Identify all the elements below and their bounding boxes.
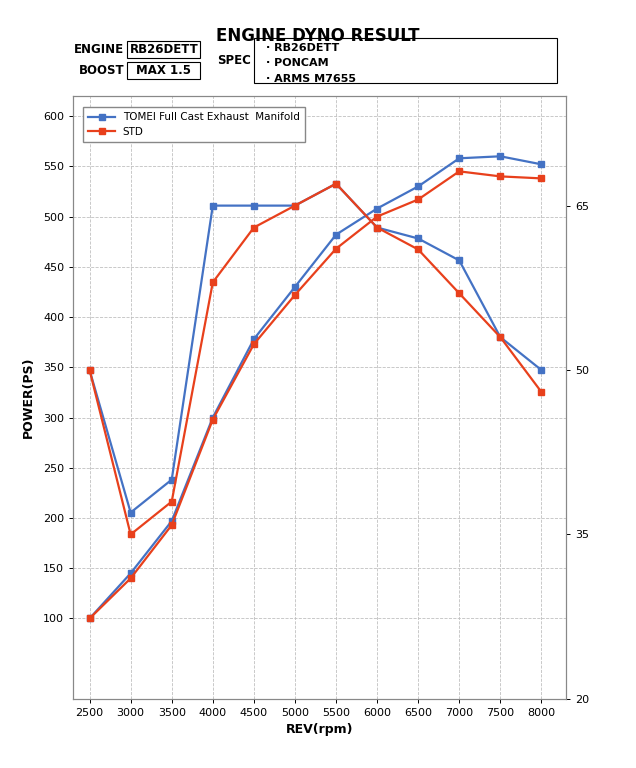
Text: ENGINE: ENGINE [74,44,124,56]
Y-axis label: POWER(PS): POWER(PS) [22,356,34,439]
Text: RB26DETT: RB26DETT [129,44,198,56]
Text: SPEC: SPEC [218,55,251,67]
Text: MAX 1.5: MAX 1.5 [136,65,191,77]
Text: · RB26DETT
· PONCAM
· ARMS M7655: · RB26DETT · PONCAM · ARMS M7655 [266,43,357,84]
Legend: TOMEI Full Cast Exhaust  Manifold, STD: TOMEI Full Cast Exhaust Manifold, STD [83,108,305,142]
Text: ENGINE DYNO RESULT: ENGINE DYNO RESULT [216,27,420,45]
X-axis label: REV(rpm): REV(rpm) [286,723,354,737]
Text: BOOST: BOOST [78,65,124,77]
